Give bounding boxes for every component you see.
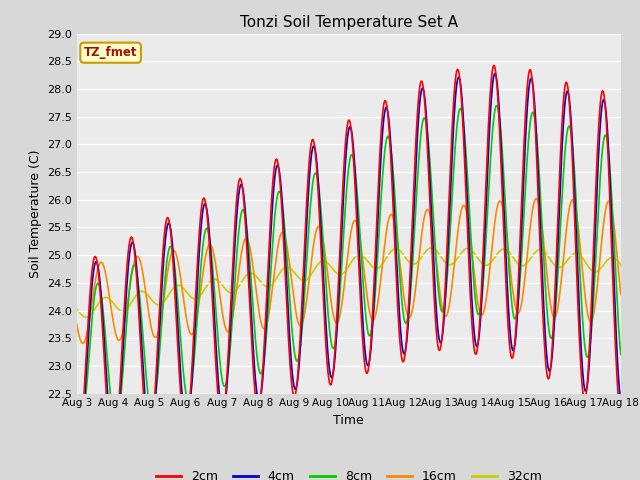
- X-axis label: Time: Time: [333, 414, 364, 427]
- Y-axis label: Soil Temperature (C): Soil Temperature (C): [29, 149, 42, 278]
- Title: Tonzi Soil Temperature Set A: Tonzi Soil Temperature Set A: [240, 15, 458, 30]
- Legend: 2cm, 4cm, 8cm, 16cm, 32cm: 2cm, 4cm, 8cm, 16cm, 32cm: [151, 465, 547, 480]
- Text: TZ_fmet: TZ_fmet: [84, 46, 138, 59]
